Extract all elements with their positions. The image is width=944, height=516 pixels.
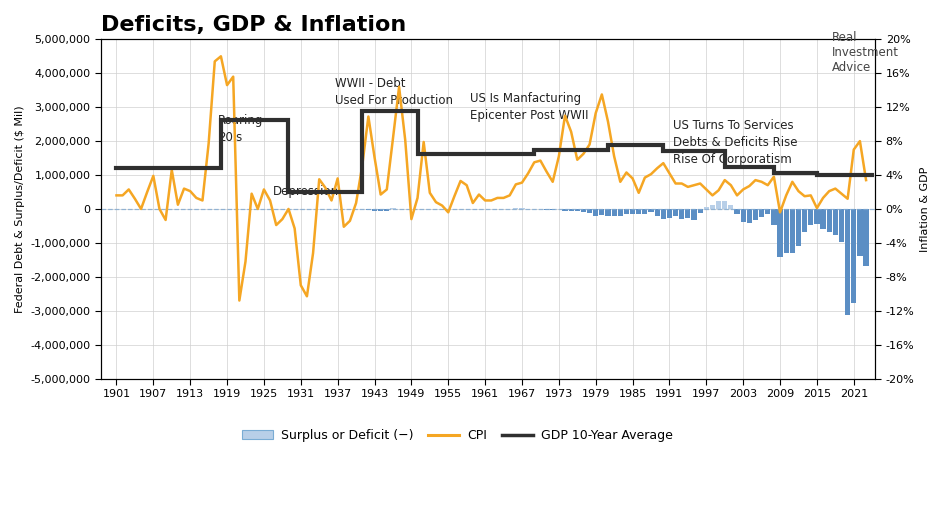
Bar — [709, 205, 715, 209]
Bar — [574, 209, 580, 212]
Text: WWII - Debt
Used For Production: WWII - Debt Used For Production — [334, 77, 452, 107]
Text: Roaring
20's: Roaring 20's — [218, 114, 263, 144]
Bar — [697, 209, 702, 213]
Bar — [390, 208, 396, 209]
Bar — [721, 201, 727, 209]
Bar — [519, 208, 524, 209]
Bar — [598, 209, 604, 215]
Bar — [642, 209, 647, 214]
Bar — [593, 209, 598, 216]
Text: Depression: Depression — [273, 185, 339, 198]
Bar — [733, 209, 739, 214]
Bar — [691, 209, 696, 220]
Bar — [838, 209, 843, 243]
Bar — [765, 209, 769, 215]
Bar — [758, 209, 764, 217]
Bar — [703, 206, 708, 209]
Bar — [635, 209, 641, 214]
Bar — [666, 209, 671, 218]
Text: Real
Investment
Advice: Real Investment Advice — [831, 31, 898, 74]
Text: US Turns To Services
Debts & Deficits Rise
Rise Of Corporatism: US Turns To Services Debts & Deficits Ri… — [672, 119, 796, 166]
Bar — [777, 209, 782, 257]
Text: Deficits, GDP & Inflation: Deficits, GDP & Inflation — [101, 15, 406, 35]
Bar — [844, 209, 850, 315]
Y-axis label: Inflation & GDP: Inflation & GDP — [919, 166, 929, 252]
Bar — [617, 209, 622, 216]
Bar — [568, 209, 573, 212]
Bar — [752, 209, 757, 220]
Bar — [660, 209, 666, 219]
Bar — [728, 205, 733, 209]
Bar — [684, 209, 690, 218]
Bar — [789, 209, 794, 253]
Bar — [814, 209, 818, 224]
Bar — [832, 209, 837, 235]
Bar — [746, 209, 751, 223]
Bar — [801, 209, 806, 232]
Bar — [648, 209, 653, 212]
Bar — [654, 209, 659, 216]
Bar — [623, 209, 629, 214]
Bar — [679, 209, 683, 219]
Bar — [549, 209, 555, 210]
Bar — [562, 209, 567, 211]
Bar — [819, 209, 825, 229]
Bar — [770, 209, 776, 224]
Bar — [826, 209, 831, 232]
Bar — [586, 209, 592, 213]
Legend: Surplus or Deficit (−), CPI, GDP 10-Year Average: Surplus or Deficit (−), CPI, GDP 10-Year… — [237, 424, 677, 447]
Text: US Is Manfacturing
Epicenter Post WWII: US Is Manfacturing Epicenter Post WWII — [469, 92, 587, 122]
Bar — [795, 209, 801, 246]
Bar — [783, 209, 788, 253]
Bar — [372, 209, 377, 211]
Bar — [384, 209, 389, 211]
Bar — [630, 209, 634, 214]
Bar — [672, 209, 678, 216]
Bar — [581, 209, 585, 212]
Bar — [605, 209, 610, 216]
Bar — [856, 209, 862, 255]
Bar — [378, 209, 383, 211]
Y-axis label: Federal Debt & Surplus/Deficit ($ Mil): Federal Debt & Surplus/Deficit ($ Mil) — [15, 105, 25, 313]
Bar — [611, 209, 616, 216]
Bar — [716, 201, 720, 209]
Bar — [851, 209, 855, 303]
Bar — [807, 209, 813, 225]
Bar — [740, 209, 745, 222]
Bar — [863, 209, 868, 266]
